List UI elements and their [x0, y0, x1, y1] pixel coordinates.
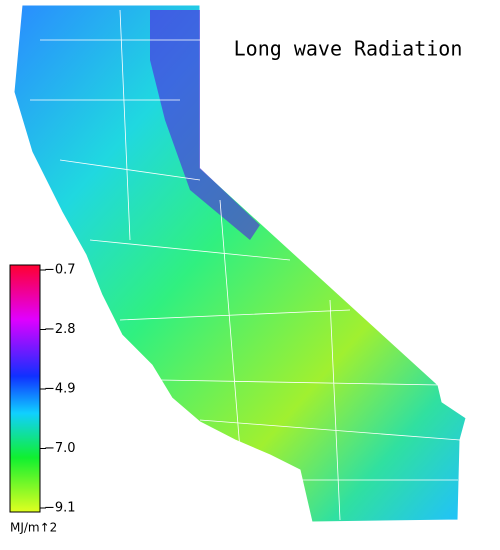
- colorbar-tick-label: −2.8: [44, 322, 76, 337]
- county-lines: [30, 9, 461, 521]
- colorbar-tick-label: −0.7: [44, 263, 76, 278]
- sierra-region: [150, 10, 260, 240]
- california-map: [13, 4, 467, 523]
- colorbar-tick-label: −4.9: [44, 382, 76, 397]
- colorbar-tick-label: −9.1: [44, 501, 76, 516]
- colorbar-unit: MJ/m↑2: [10, 521, 57, 535]
- colorbar: [9, 264, 41, 513]
- colorbar-ticks: −0.7 −2.8 −4.9 −7.0 −9.1: [40, 263, 76, 516]
- colorbar-tick-label: −7.0: [44, 441, 76, 456]
- map-title: Long wave Radiation: [234, 37, 463, 61]
